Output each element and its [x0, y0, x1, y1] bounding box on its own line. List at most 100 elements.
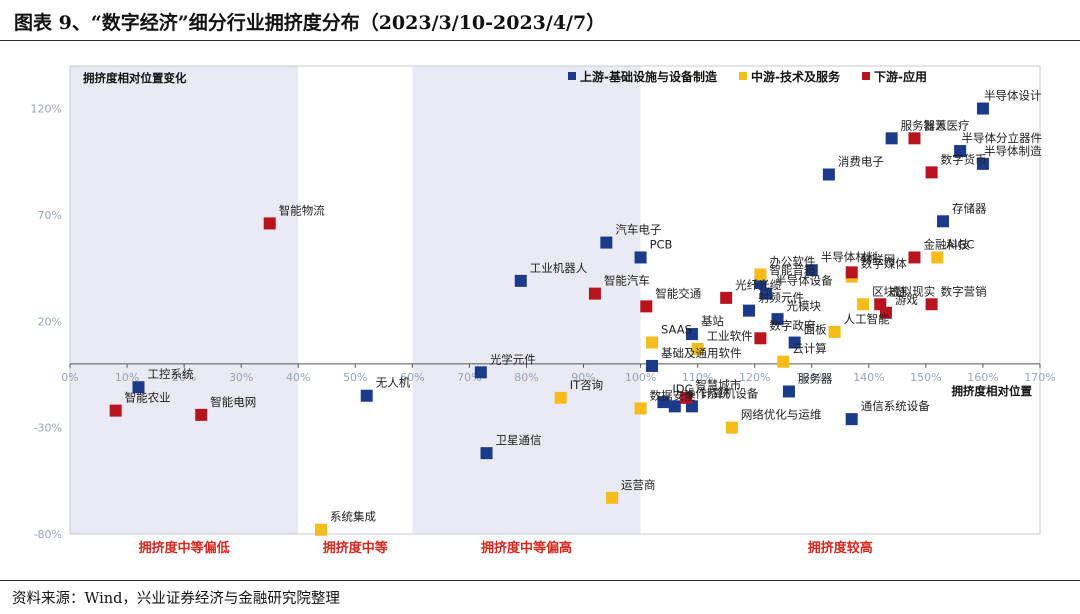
legend-swatch-mid — [738, 72, 747, 80]
point-label: 区块链 — [872, 284, 907, 298]
point-down — [109, 404, 122, 417]
chart-frame — [69, 65, 1041, 535]
point-up — [600, 236, 613, 249]
x-tick-label: 30% — [229, 371, 253, 384]
point-label: 运营商 — [621, 478, 656, 492]
point-label: 数字营销 — [941, 284, 987, 298]
point-up — [822, 168, 835, 181]
point-up — [360, 389, 373, 402]
point-label: 存储器 — [952, 201, 987, 215]
zone-label-1: 拥挤度中等偏低 — [139, 540, 230, 556]
x-tick-label: 10% — [115, 371, 139, 384]
point-mid — [828, 325, 841, 338]
y-axis-title: 拥挤度相对位置变化 — [83, 71, 187, 85]
point-label: 智能物流 — [279, 203, 325, 217]
point-down — [720, 291, 733, 304]
point-mid — [634, 402, 647, 415]
point-label: 面板 — [804, 323, 827, 337]
point-label: 半导体分立器件 — [962, 131, 1043, 145]
point-up — [885, 132, 898, 145]
point-down — [640, 300, 653, 313]
legend-swatch-down — [861, 72, 870, 80]
point-label: 基础及通用软件 — [661, 346, 742, 360]
point-label: 工业软件 — [707, 329, 753, 343]
axis-ticks: 0% 10% 20% 30% 40% 50% 60% 70% 80% 90% 100% 110% 120… — [31, 103, 1056, 541]
point-up — [634, 251, 647, 264]
point-label: 智慧医疗 — [923, 118, 969, 132]
point-label: 消费电子 — [838, 154, 884, 168]
zone-label-4: 拥挤度较高 — [808, 540, 873, 556]
zone-label-3: 拥挤度中等偏高 — [481, 540, 572, 556]
point-up — [805, 264, 818, 277]
source-rule — [0, 580, 1080, 581]
point-label: 工业机器人 — [530, 261, 588, 275]
point-down — [925, 166, 938, 179]
point-mid — [931, 251, 944, 264]
point-up — [976, 157, 989, 170]
x-tick-label: 80% — [514, 371, 538, 384]
point-label: 虚拟现实 — [889, 284, 935, 298]
x-tick-label: 100% — [625, 371, 656, 384]
point-up — [760, 287, 773, 300]
point-up — [845, 413, 858, 426]
point-label: 云计算 — [792, 342, 827, 356]
point-label: IDC — [672, 382, 692, 396]
point-label: 汽车电子 — [615, 223, 661, 237]
point-label: 射频元件 — [758, 291, 804, 305]
point-label: 服务器 — [798, 371, 833, 385]
point-up — [937, 215, 949, 228]
point-up — [743, 304, 755, 317]
point-mid — [725, 421, 738, 434]
point-up — [782, 385, 795, 398]
point-label: IT咨询 — [570, 378, 603, 392]
point-mid — [646, 336, 658, 349]
point-mid — [554, 391, 567, 404]
zone-label-2: 拥挤度中等 — [323, 540, 388, 556]
point-mid — [691, 342, 704, 355]
point-label: 数字政府 — [769, 318, 815, 332]
point-mid — [754, 268, 767, 281]
point-down — [195, 408, 208, 421]
point-down — [263, 217, 276, 230]
figure-title: 图表 9、“数字经济”细分行业拥挤度分布（2023/3/10-2023/4/7） — [14, 12, 606, 34]
x-tick-label: 120% — [739, 371, 770, 384]
point-up — [132, 381, 145, 394]
point-label: 无人机 — [376, 376, 411, 390]
point-label: 半导体设计 — [984, 89, 1042, 103]
point-down — [754, 332, 767, 345]
y-tick-label: 70% — [38, 209, 62, 222]
x-tick-label: 170% — [1024, 371, 1055, 384]
point-down — [845, 266, 858, 279]
y-tick-label: -30% — [34, 422, 62, 435]
point-label: 半导体设备 — [775, 274, 833, 288]
point-up — [480, 447, 493, 460]
y-tick-label: 120% — [31, 103, 62, 116]
point-down — [908, 251, 921, 264]
point-up — [514, 274, 527, 287]
point-label: 操作系统 — [684, 386, 730, 400]
point-label: 数字媒体 — [861, 257, 907, 271]
zone-band-3 — [412, 66, 641, 534]
legend-label-mid: 中游-技术及服务 — [751, 69, 841, 84]
point-label: SAAS — [661, 323, 692, 337]
plot-border — [69, 65, 1041, 535]
point-up — [474, 366, 487, 379]
point-label: 人工智能 — [844, 312, 890, 326]
point-down — [908, 132, 921, 145]
legend: 上游-基础设施与设备制造 中游-技术及服务 下游-应用 — [568, 69, 927, 84]
zone-band-1 — [70, 66, 299, 534]
x-tick-label: 40% — [286, 371, 310, 384]
x-tick-label: 160% — [967, 371, 998, 384]
point-label: 基站 — [701, 314, 724, 328]
point-up — [954, 145, 967, 158]
point-label: 工控系统 — [147, 367, 193, 381]
x-tick-label: 60% — [400, 371, 424, 384]
point-label: 半导体制造 — [984, 144, 1042, 158]
point-down — [879, 306, 892, 319]
x-tick-label: 130% — [796, 371, 827, 384]
x-tick-label: 150% — [910, 371, 941, 384]
point-up — [771, 313, 784, 326]
point-label: 金融科技 — [923, 237, 969, 251]
x-tick-label: 0% — [61, 371, 78, 384]
point-up — [668, 400, 681, 413]
